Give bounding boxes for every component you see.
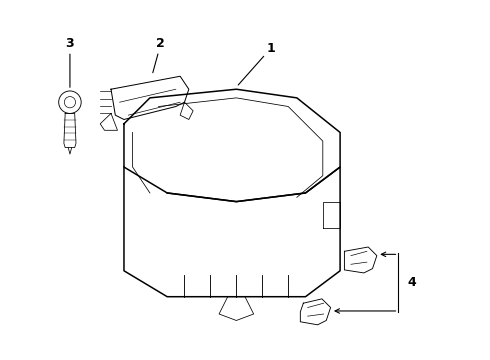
Text: 1: 1 [238,42,275,85]
Text: 4: 4 [407,276,416,289]
Text: 2: 2 [153,37,165,73]
Text: 3: 3 [66,37,74,87]
